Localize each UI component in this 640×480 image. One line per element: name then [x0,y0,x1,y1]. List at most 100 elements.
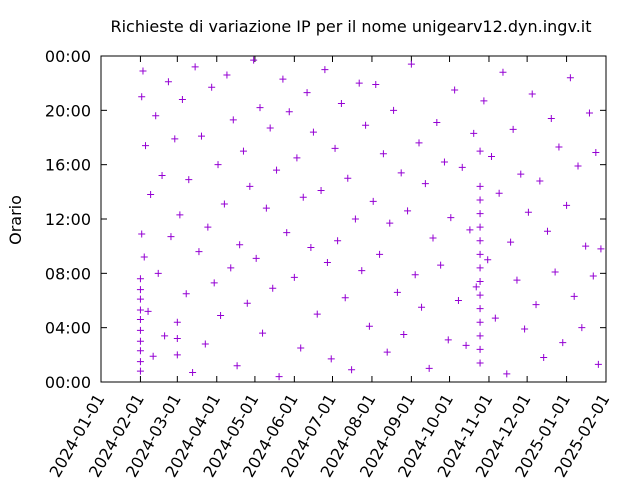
data-point [223,71,231,79]
data-point [476,210,484,218]
data-point [269,284,277,292]
data-point [503,370,511,378]
data-point [433,119,441,127]
data-point [563,201,571,209]
data-point [532,301,540,309]
data-point [171,135,179,143]
data-point [154,269,162,277]
data-point [195,248,203,256]
data-point [582,242,590,250]
data-point [210,279,218,287]
data-point [201,340,209,348]
data-point [425,364,433,372]
data-point [220,200,228,208]
data-point [283,229,291,237]
data-point [152,112,160,120]
data-point [327,355,335,363]
data-point [136,316,144,324]
data-point [358,267,366,275]
data-point [256,104,264,112]
data-point [429,234,437,242]
data-point [585,109,593,117]
data-point [138,230,146,238]
y-tick-label: 12:00 [45,210,91,229]
data-point [404,207,412,215]
data-point [185,176,193,184]
data-point [355,79,363,87]
data-point [386,219,394,227]
data-point [400,330,408,338]
data-point [259,329,267,337]
data-point [239,147,247,155]
data-point [379,150,387,158]
data-point [543,227,551,235]
data-point [476,182,484,190]
data-point [594,360,602,368]
data-point [365,322,373,330]
data-point [136,306,144,314]
data-point [173,351,181,359]
data-point [444,336,452,344]
data-point [536,177,544,185]
data-point [337,100,345,108]
data-point [397,169,405,177]
data-point [447,214,455,222]
data-point [139,67,147,75]
data-point [140,253,148,261]
data-point [243,299,251,307]
data-point [136,367,144,375]
y-tick-label: 00:00 [45,373,91,392]
data-point [290,273,298,281]
data-point [204,223,212,231]
data-point [173,318,181,326]
data-point [136,286,144,294]
data-point [341,294,349,302]
chart-title: Richieste di variazione IP per il nome u… [110,17,591,36]
data-point [138,93,146,101]
data-point [495,189,503,197]
data-point [285,108,293,116]
data-point [476,277,484,285]
data-point [149,352,157,360]
data-point [323,258,331,266]
data-point [418,303,426,311]
data-point [578,324,586,332]
data-point [476,332,484,340]
data-point [344,174,352,182]
data-point [273,166,281,174]
data-point [470,129,478,137]
y-tick-label: 16:00 [45,156,91,175]
data-point [480,97,488,105]
data-point [307,244,315,252]
data-point [351,215,359,223]
data-point [393,288,401,296]
data-point [528,90,536,98]
data-point [566,74,574,82]
data-point [246,182,254,190]
data-point [466,226,474,234]
data-point [293,154,301,162]
data-point [574,162,582,170]
data-point [415,139,423,147]
data-point [513,276,521,284]
data-point [547,114,555,122]
data-point [570,292,578,300]
data-point [369,197,377,205]
data-point [313,310,321,318]
data-point [476,359,484,367]
data-point [147,191,155,199]
data-point [597,245,605,253]
y-axis-label: Orario [6,195,25,245]
data-point [559,339,567,347]
axis-ticks: 2024-01-012024-02-012024-03-012024-04-01… [45,47,614,480]
data-point [158,172,166,180]
data-point [372,81,380,89]
data-point [491,314,499,322]
y-tick-label: 08:00 [45,264,91,283]
data-point [407,60,415,68]
data-point [208,83,216,91]
data-point [136,358,144,366]
data-point [189,368,197,376]
data-point [476,264,484,272]
data-point [476,291,484,299]
